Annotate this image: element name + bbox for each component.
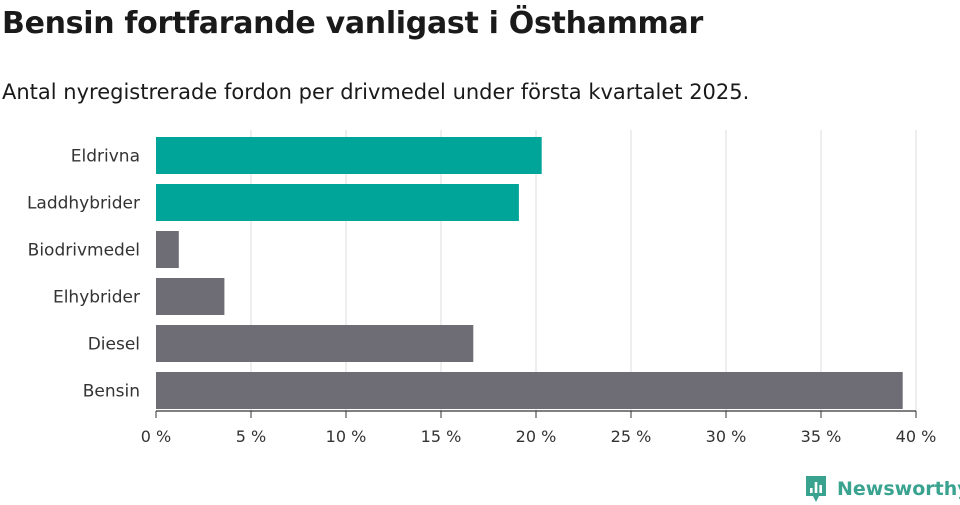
x-tick-label: 5 %	[236, 427, 266, 446]
category-label: Elhybrider	[53, 288, 140, 308]
category-label: Bensin	[83, 382, 140, 402]
chart-title: Bensin fortfarande vanligast i Östhammar	[2, 6, 703, 41]
gridlines	[250, 130, 917, 411]
x-tick-label: 40 %	[896, 427, 937, 446]
bar-laddhybrider	[156, 184, 519, 221]
category-labels: Eldrivna Laddhybrider Biodrivmedel Elhybrid…	[27, 147, 140, 402]
x-tick-label: 25 %	[611, 427, 652, 446]
x-tick-label: 35 %	[801, 427, 842, 446]
x-tick-label: 15 %	[421, 427, 462, 446]
newsworthy-logo-icon	[806, 476, 826, 502]
x-tick-label: 10 %	[326, 427, 367, 446]
category-label: Laddhybrider	[27, 194, 140, 214]
chart-subtitle: Antal nyregistrerade fordon per drivmede…	[2, 80, 750, 104]
x-tick-label: 20 %	[516, 427, 557, 446]
x-tick-label: 0 %	[141, 427, 171, 446]
brand-logo: Newsworthy	[804, 474, 960, 504]
bars	[156, 137, 903, 409]
x-axis: 0 % 5 % 10 % 15 % 20 % 25 % 30 % 35 % 40 %	[141, 410, 937, 446]
bar-chart: 0 % 5 % 10 % 15 % 20 % 25 % 30 % 35 % 40 % Eldri…	[27, 130, 937, 446]
bar-biodrivmedel	[156, 231, 179, 268]
brand-name: Newsworthy	[837, 478, 960, 500]
bar-bensin	[156, 372, 903, 409]
bar-diesel	[156, 325, 474, 362]
category-label: Eldrivna	[71, 147, 140, 167]
category-label: Biodrivmedel	[28, 241, 140, 261]
x-tick-label: 30 %	[706, 427, 747, 446]
bar-elhybrider	[156, 278, 225, 315]
bar-eldrivna	[156, 137, 542, 174]
category-label: Diesel	[88, 335, 140, 355]
